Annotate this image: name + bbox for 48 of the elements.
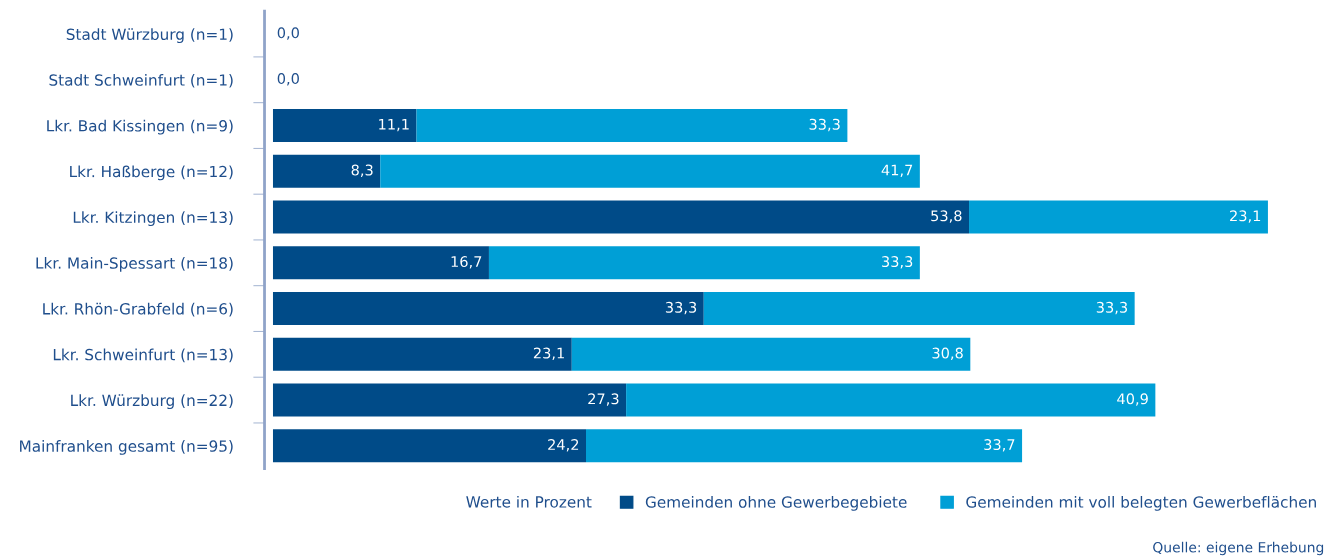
- bar: [703, 292, 1135, 326]
- data-label: 33,3: [882, 256, 913, 269]
- bar: [272, 292, 704, 326]
- data-label: 33,3: [809, 118, 840, 132]
- bar: [380, 154, 920, 188]
- data-label: 11,1: [379, 118, 409, 132]
- data-label: 40,9: [1117, 393, 1148, 406]
- y-tick-label: Lkr. Haßberge (n=12): [70, 165, 233, 181]
- source-note: Quelle: eigene Erhebung: [1153, 541, 1324, 556]
- y-tick-label: Mainfranken gesamt (n=95): [20, 440, 233, 455]
- y-tick-label: Lkr. Main-Spessart (n=18): [36, 257, 233, 272]
- bar: [272, 383, 627, 417]
- bar: [626, 383, 1156, 417]
- bar: [969, 200, 1268, 234]
- bar: [416, 109, 848, 143]
- y-tick-label: Lkr. Schweinfurt (n=13): [53, 348, 233, 363]
- data-label: 33,3: [665, 301, 697, 315]
- legend-title: Werte in Prozent: [466, 495, 592, 508]
- data-label: 23,1: [1230, 210, 1261, 223]
- bar: [488, 246, 920, 280]
- data-label: 30,8: [932, 347, 963, 361]
- y-tick-label: Stadt Würzburg (n=1): [66, 28, 233, 44]
- y-tick-label: Lkr. Bad Kissingen (n=9): [47, 119, 233, 135]
- data-label: 41,7: [881, 164, 913, 178]
- y-tick-label: Lkr. Kitzingen (n=13): [73, 211, 233, 227]
- bar: [272, 429, 586, 463]
- bar: [571, 337, 971, 371]
- data-label: 24,2: [548, 439, 579, 452]
- data-label: 53,8: [931, 210, 962, 223]
- data-label: 16,7: [451, 256, 482, 269]
- bar: [586, 429, 1023, 463]
- legend-label: Gemeinden ohne Gewerbegebiete: [645, 495, 907, 511]
- y-tick-label: Lkr. Rhön-Grabfeld (n=6): [43, 302, 233, 317]
- data-label: 8,3: [351, 164, 373, 178]
- y-tick-label: Lkr. Würzburg (n=22): [71, 394, 233, 410]
- data-label: 0,0: [277, 27, 299, 40]
- data-label: 27,3: [588, 393, 619, 406]
- bar: [272, 246, 489, 280]
- bar: [272, 200, 970, 234]
- bar: [272, 337, 572, 371]
- data-label: 33,3: [1096, 301, 1128, 315]
- bar: [272, 154, 381, 188]
- data-label: 23,1: [533, 347, 564, 361]
- bar: [272, 109, 417, 143]
- y-tick-label: Stadt Schweinfurt (n=1): [49, 73, 233, 88]
- legend-label: Gemeinden mit voll belegten Gewerbeflächen: [966, 495, 1316, 511]
- data-label: 33,7: [984, 439, 1015, 452]
- data-label: 0,0: [277, 72, 299, 86]
